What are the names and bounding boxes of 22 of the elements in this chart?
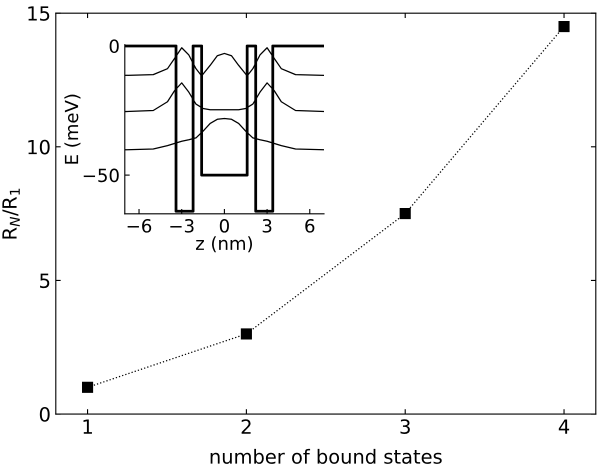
x-tick-label: 3 xyxy=(262,219,272,233)
x-tick-label: 6 xyxy=(305,219,314,233)
point xyxy=(400,208,411,220)
x-tick-label: 0 xyxy=(220,219,229,233)
point xyxy=(558,20,570,32)
x-tick-label: 1 xyxy=(84,420,92,434)
x-tick-label: 3 xyxy=(400,419,410,434)
x-tick-label: 2 xyxy=(242,419,251,434)
y-tick-label: 15 xyxy=(28,6,50,21)
x-axis-title: number of bound states xyxy=(210,448,442,464)
point xyxy=(82,382,94,393)
y-tick-label: −50 xyxy=(84,168,119,182)
y-axis-title: E (meV) xyxy=(64,94,80,164)
y-tick-label: 5 xyxy=(40,274,50,288)
y-tick-label: 0 xyxy=(40,407,50,422)
x-tick-label: 4 xyxy=(558,420,570,434)
x-axis-title: z (nm) xyxy=(196,236,252,252)
x-tick-label: −6 xyxy=(128,219,152,233)
y-tick-label: 10 xyxy=(28,140,50,154)
point xyxy=(240,328,252,340)
y-axis-title: R$_{N}$/R$_{1}$ xyxy=(2,188,20,239)
x-tick-label: −3 xyxy=(170,219,194,233)
